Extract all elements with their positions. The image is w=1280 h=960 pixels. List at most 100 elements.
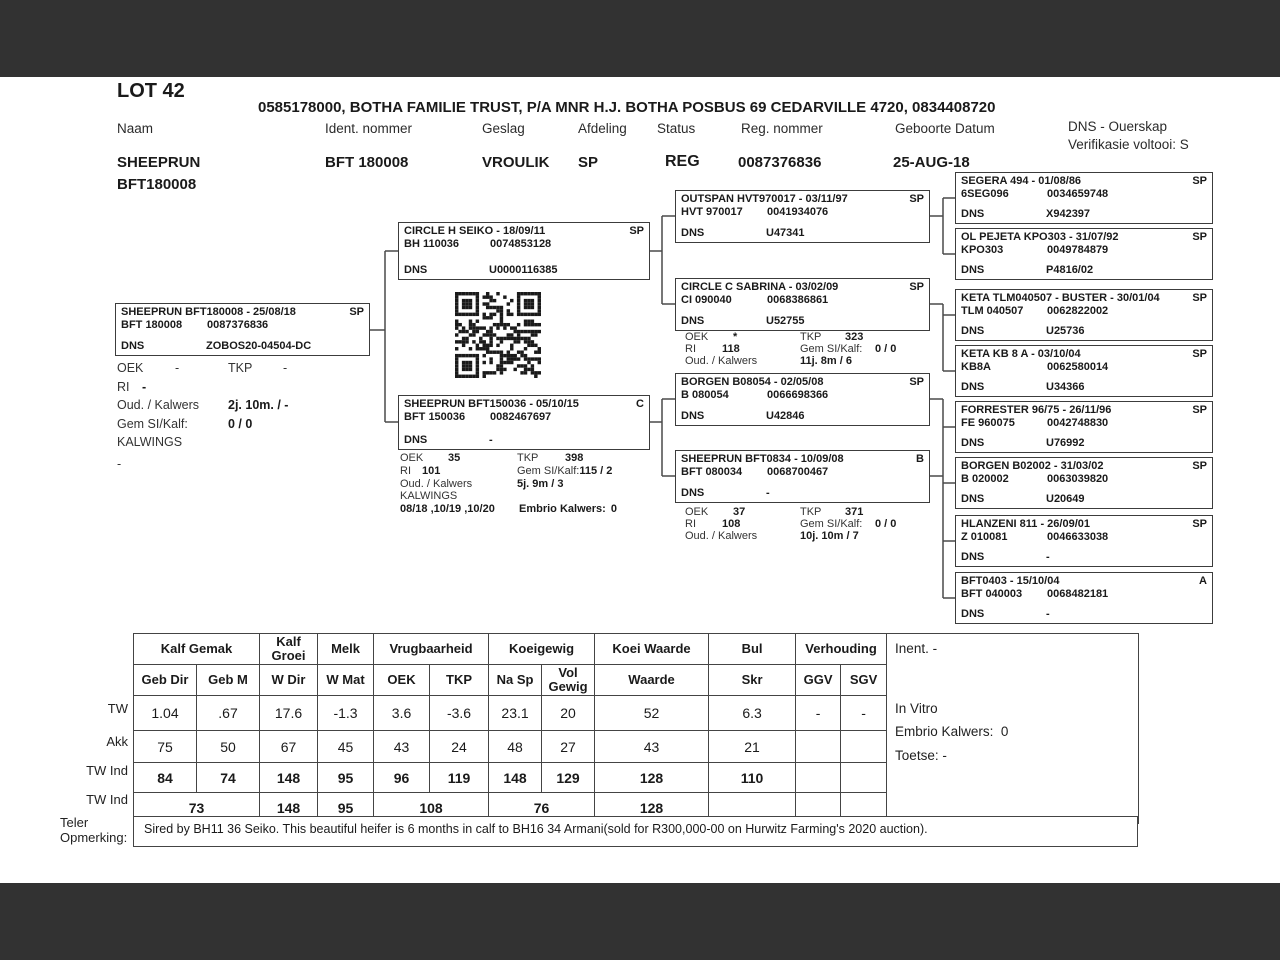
- oek-label: OEK: [685, 506, 709, 518]
- col-verifikasie: Verifikasie voltooi: S: [1068, 137, 1189, 152]
- herd-id: Z 010081: [961, 531, 1008, 543]
- animal-name: SHEEPRUN BFT150036 - 05/10/15: [404, 398, 579, 410]
- dns-value: -: [766, 487, 770, 499]
- dns-label: DNS: [404, 264, 428, 276]
- animal-name: SHEEPRUN BFT0834 - 10/09/08: [681, 453, 844, 465]
- sub-header: W Dir: [259, 664, 319, 696]
- section-flag: A: [1199, 575, 1207, 587]
- group-header: Koei Waarde: [594, 633, 710, 665]
- tkp-label: TKP: [800, 331, 822, 343]
- ri-label: RI: [685, 343, 696, 355]
- section-flag: SP: [1192, 404, 1207, 416]
- oek-label: OEK: [400, 452, 424, 464]
- herd-id: B 020002: [961, 473, 1009, 485]
- row-label-akk: Akk: [106, 734, 128, 749]
- tw-cell: 52: [594, 695, 710, 731]
- akk-cell: 24: [429, 730, 490, 763]
- akk-cell: 50: [195, 730, 261, 763]
- tw-cell: -1.3: [317, 695, 375, 731]
- sub-header: Na Sp: [488, 664, 543, 696]
- twind1-cell: 129: [541, 762, 596, 793]
- kalwings-value: -: [117, 456, 122, 471]
- dns-value: ZOBOS20-04504-DC: [206, 340, 312, 352]
- akk-cell: 48: [488, 730, 543, 763]
- herd-id: HVT 970017: [681, 206, 743, 218]
- sub-header: Vol Gewig: [541, 664, 596, 696]
- row-label-tw: TW: [107, 701, 128, 716]
- pedigree-box-ggp3: KETA TLM040507 - BUSTER - 30/01/04 SP TLM…: [955, 289, 1213, 341]
- row-label-twind2: TW Ind: [86, 792, 128, 807]
- oek-label: OEK: [117, 361, 144, 375]
- dns-value: U76992: [1046, 437, 1085, 449]
- lot-number: LOT 42: [117, 80, 185, 102]
- reg-id: 0034659748: [1047, 188, 1109, 200]
- ri-value: 118: [722, 343, 740, 355]
- animal-reg: 0087376836: [738, 154, 822, 171]
- tw-cell: .67: [195, 695, 261, 731]
- dns-label: DNS: [681, 487, 705, 499]
- dns-label: DNS: [681, 227, 705, 239]
- group-header: Vrugbaarheid: [373, 633, 490, 665]
- section-flag: SP: [1192, 460, 1207, 472]
- embrio-label: Embrio Kalwers:: [519, 503, 606, 516]
- herd-id: BFT 080034: [681, 466, 743, 478]
- ri-label: RI: [685, 518, 696, 530]
- kalwings-label: KALWINGS: [117, 435, 183, 449]
- gp2-stats: OEK * TKP 323 RI 118 Gem SI/Kalf: 0 / 0 Oud. /…: [685, 331, 896, 367]
- oud-label: Oud. / Kalwers: [685, 530, 758, 542]
- reg-id: 0049784879: [1047, 244, 1109, 256]
- oud-label: Oud. / Kalwers: [400, 477, 473, 490]
- dns-label: DNS: [961, 325, 985, 337]
- pedigree-box-dam: SHEEPRUN BFT150036 - 05/10/15 C BFT 15003…: [398, 395, 650, 450]
- animal-name: OL PEJETA KPO303 - 31/07/92: [961, 231, 1119, 243]
- gem-label: Gem SI/Kalf:: [800, 518, 863, 530]
- akk-cell: 75: [133, 730, 197, 763]
- dns-label: DNS: [121, 340, 145, 352]
- gem-value: 0 / 0: [228, 416, 253, 431]
- dns-label: DNS: [961, 608, 985, 620]
- tkp-label: TKP: [228, 361, 253, 375]
- twind1-cell: 84: [133, 762, 197, 793]
- dns-label: DNS: [961, 551, 985, 563]
- ri-label: RI: [400, 464, 411, 477]
- pedigree-box-ggp4: KETA KB 8 A - 03/10/04 SP KB8A 0062580014 …: [955, 345, 1213, 397]
- reg-id: 0066698366: [767, 389, 829, 401]
- herd-id: FE 960075: [961, 417, 1015, 429]
- col-dns: DNS - Ouerskap: [1068, 119, 1168, 134]
- akk-cell: 67: [259, 730, 319, 763]
- herd-id: BFT 180008: [121, 319, 183, 331]
- animal-name-line1: SHEEPRUN: [117, 154, 201, 171]
- akk-cell: 21: [708, 730, 797, 763]
- pedigree-box-ggp5: FORRESTER 96/75 - 26/11/96 SP FE 960075 00…: [955, 401, 1213, 453]
- twind1-cell: 74: [195, 762, 261, 793]
- remark-label-line2: Opmerking:: [60, 830, 128, 845]
- akk-cell: 27: [541, 730, 596, 763]
- oud-value: 11j. 8m / 6: [800, 355, 852, 367]
- tkp-value: 398: [565, 452, 584, 464]
- section-flag: C: [636, 398, 644, 410]
- tkp-value: 323: [845, 331, 864, 343]
- herd-id: B 080054: [681, 389, 729, 401]
- dns-label: DNS: [961, 493, 985, 505]
- tw-cell: 6.3: [708, 695, 797, 731]
- gem-label: Gem SI/Kalf:: [117, 416, 188, 431]
- pedigree-box-ggp1: SEGERA 494 - 01/08/86 SP 6SEG096 003465974…: [955, 172, 1213, 224]
- animal-geslag: VROULIK: [482, 154, 550, 171]
- dns-label: DNS: [681, 410, 705, 422]
- reg-id: 0087376836: [207, 319, 269, 331]
- group-header: Kalf Groei: [259, 633, 319, 665]
- gem-value: 115 / 2: [579, 464, 613, 477]
- twind1-cell: [840, 762, 888, 793]
- animal-geboorte: 25-AUG-18: [893, 154, 970, 171]
- ebv-table: Kalf Gemak Kalf Groei Melk Vrugbaarheid …: [132, 633, 1140, 824]
- tw-cell: 20: [541, 695, 596, 731]
- section-flag: SP: [629, 225, 644, 237]
- tw-cell: -3.6: [429, 695, 490, 731]
- dns-label: DNS: [681, 315, 705, 327]
- reg-id: 0041934076: [767, 206, 829, 218]
- dns-label: DNS: [404, 434, 428, 446]
- group-header: Koeigewig: [488, 633, 596, 665]
- animal-name: SHEEPRUN BFT180008 - 25/08/18: [121, 306, 296, 318]
- pedigree-box-ggp7: HLANZENI 811 - 26/09/01 SP Z 010081 004663…: [955, 515, 1213, 567]
- dns-label: DNS: [961, 437, 985, 449]
